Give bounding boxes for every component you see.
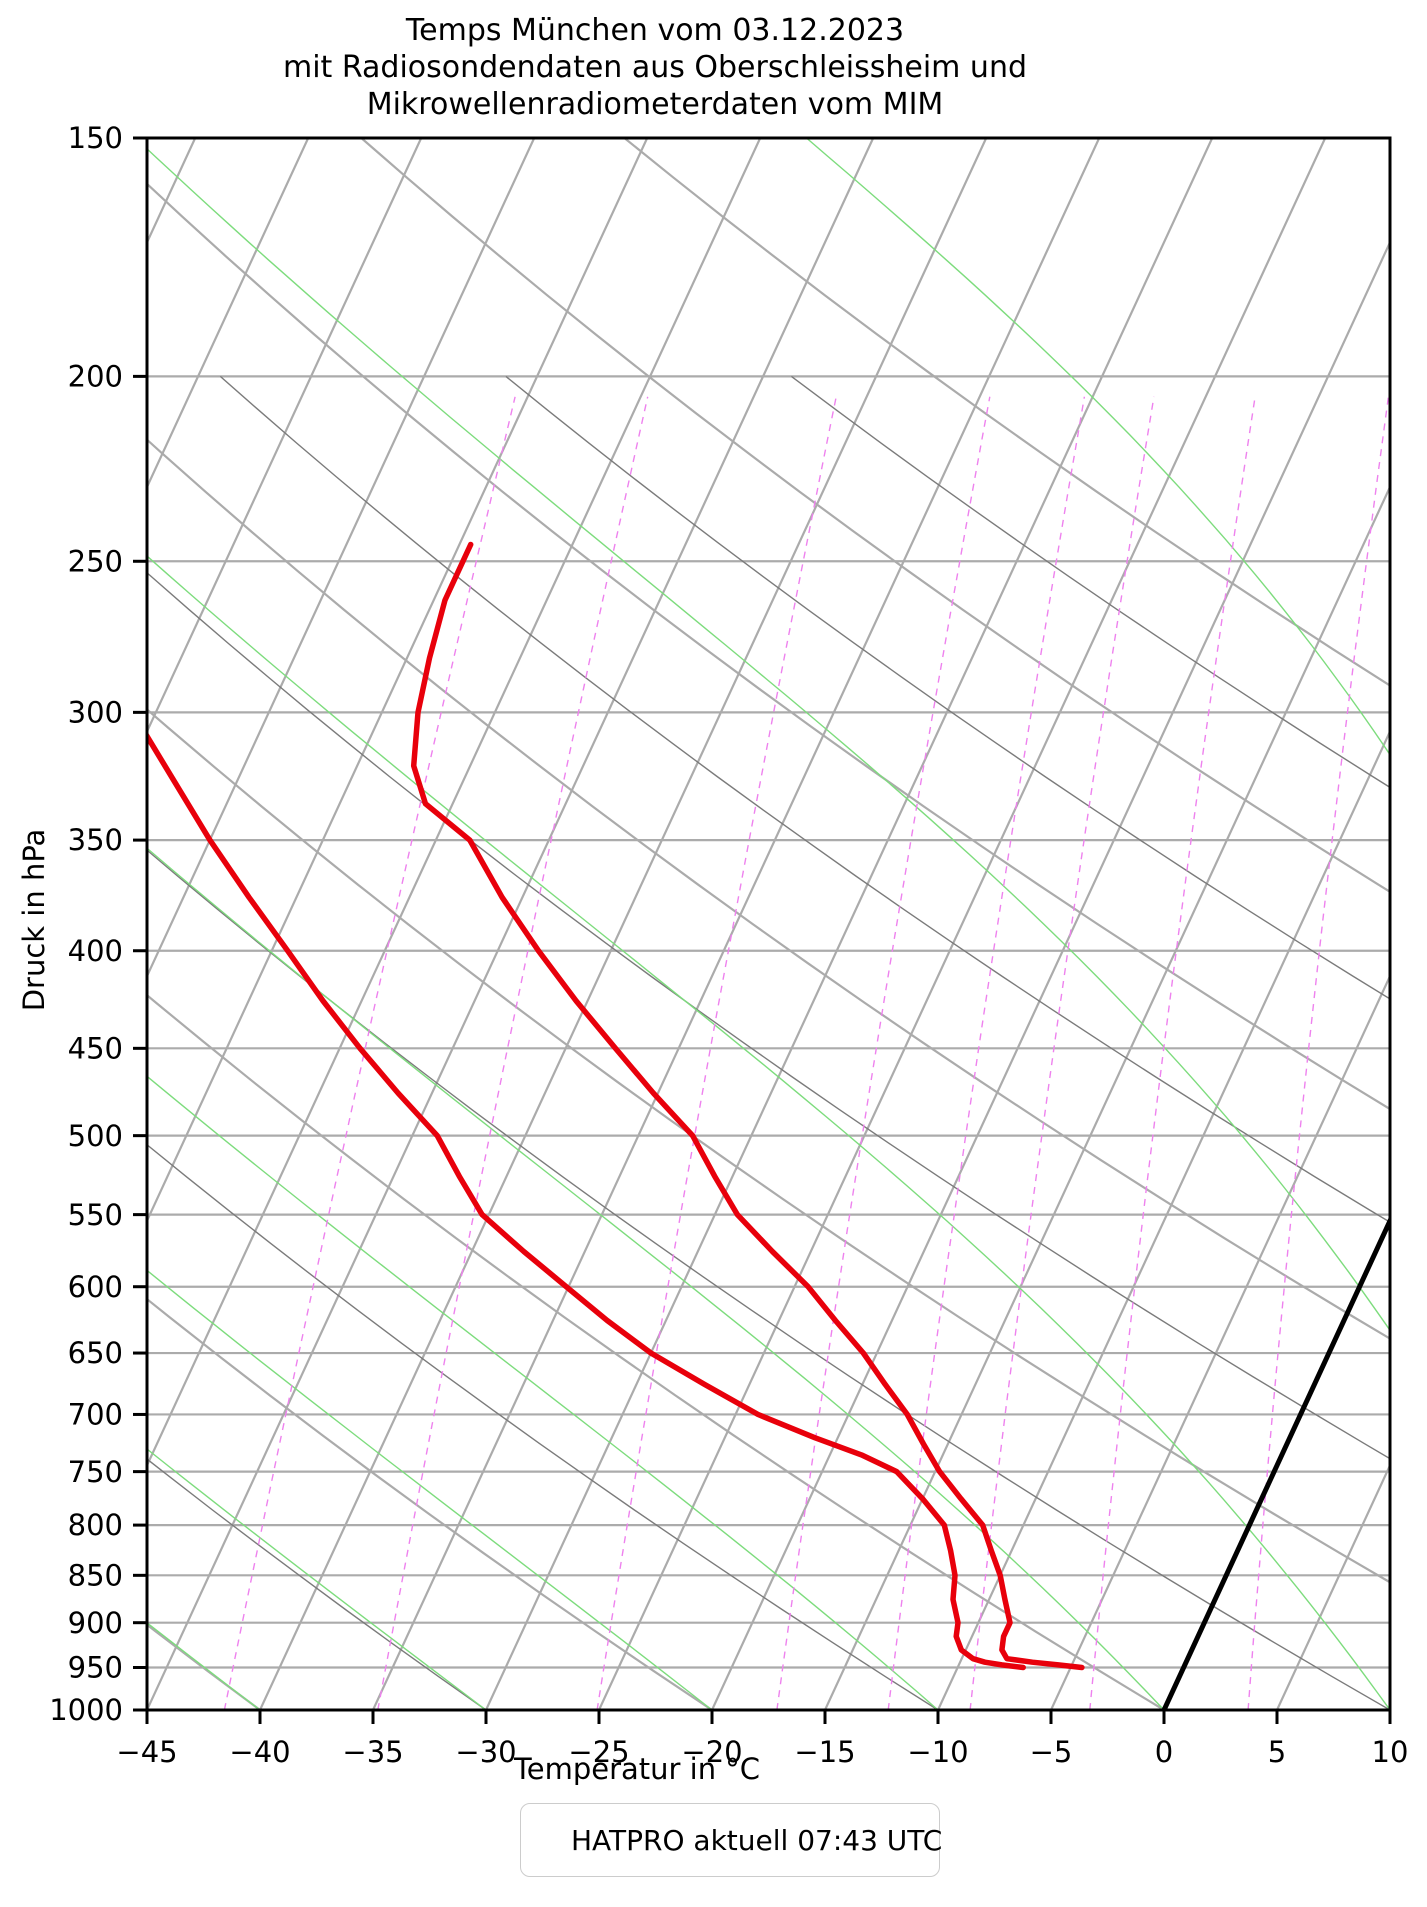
x-tick-label: −30 xyxy=(455,1735,516,1769)
x-tick-label: 5 xyxy=(1268,1735,1286,1769)
hatpro-humidity-curve xyxy=(147,731,1026,1671)
chart-title: Temps München vom 03.12.2023 mit Radioso… xyxy=(0,12,1310,123)
x-tick-label: −15 xyxy=(794,1735,855,1769)
x-tick-label: −10 xyxy=(907,1735,968,1769)
y-tick-label: 750 xyxy=(68,1455,123,1489)
zero-isotherm xyxy=(1161,1214,1390,1710)
hatpro-temperature-curve xyxy=(410,541,1085,1671)
y-tick-label: 800 xyxy=(68,1508,123,1542)
y-tick-label: 900 xyxy=(68,1606,123,1640)
legend-label: HATPRO aktuell 07:43 UTC xyxy=(571,1823,943,1857)
x-tick-label: 0 xyxy=(1155,1735,1173,1769)
y-tick-label: 850 xyxy=(68,1558,123,1592)
chart-title-line-2: mit Radiosondendaten aus Oberschleisshei… xyxy=(282,50,1028,85)
grid-isotherms xyxy=(147,138,1390,1710)
y-tick-labels: 150 200 250 300 350 400 450 500 550 600 650 700 750 8… xyxy=(49,121,147,1727)
y-tick-label: 250 xyxy=(68,544,123,578)
legend: HATPRO aktuell 07:43 UTC xyxy=(520,1803,943,1877)
x-tick-label: 10 xyxy=(1372,1735,1409,1769)
y-tick-label: 1000 xyxy=(49,1693,123,1727)
y-tick-label: 350 xyxy=(68,823,123,857)
x-tick-label: −40 xyxy=(229,1735,290,1769)
y-tick-label: 500 xyxy=(68,1119,123,1153)
y-tick-label: 400 xyxy=(68,934,123,968)
grid-mixing-ratio xyxy=(223,396,1390,1710)
y-tick-label: 300 xyxy=(68,696,123,730)
chart-title-line-1: Temps München vom 03.12.2023 xyxy=(405,13,905,48)
plot-area xyxy=(147,138,1390,1710)
x-tick-label: −25 xyxy=(568,1735,629,1769)
y-tick-label: 600 xyxy=(68,1270,123,1304)
y-tick-label: 700 xyxy=(68,1398,123,1432)
axes xyxy=(145,136,1392,1712)
y-tick-label: 950 xyxy=(68,1651,123,1685)
x-tick-label: −45 xyxy=(116,1735,177,1769)
grid-isobars xyxy=(147,375,1390,1669)
x-tick-label: −20 xyxy=(681,1735,742,1769)
chart-title-line-3: Mikrowellenradiometerdaten vom MIM xyxy=(366,87,944,122)
y-tick-label: 200 xyxy=(68,360,123,394)
y-tick-label: 550 xyxy=(68,1198,123,1232)
y-tick-label: 650 xyxy=(68,1336,123,1370)
y-tick-label: 150 xyxy=(68,121,123,155)
x-axis-label: Temperatur in °C xyxy=(513,1752,761,1786)
y-tick-label: 450 xyxy=(68,1031,123,1065)
x-tick-label: −35 xyxy=(342,1735,403,1769)
grid-dry-adiabats xyxy=(147,138,1390,1710)
x-tick-label: −5 xyxy=(1030,1735,1073,1769)
grid-moist-adiabats xyxy=(147,138,1390,1710)
x-tick-labels: −45 −40 −35 −30 −25 −20 −15 −10 −5 0 5 10 xyxy=(116,1710,1408,1769)
